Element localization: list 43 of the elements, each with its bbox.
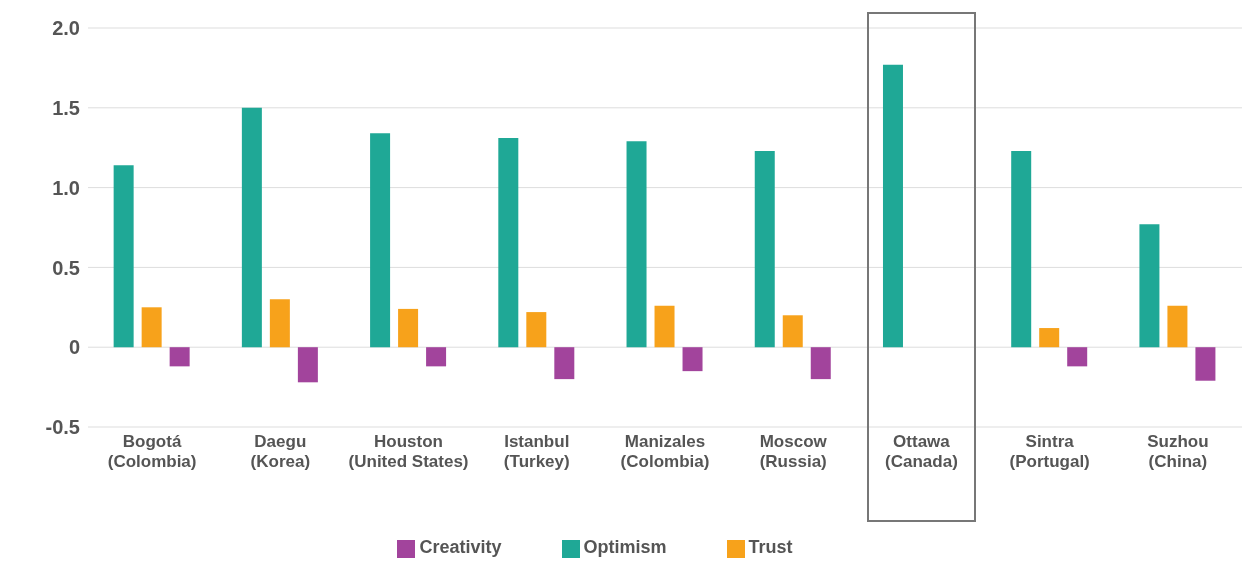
x-tick-label: Moscow (Russia) [759, 432, 828, 471]
y-tick-label: 0 [68, 336, 80, 359]
bar [426, 347, 447, 367]
bar [682, 347, 703, 372]
y-tick-label: -0.5 [45, 416, 80, 439]
x-tick-label: Bogotá (Colombia) [107, 432, 197, 471]
bar [1139, 224, 1160, 348]
bar [141, 307, 162, 348]
x-tick-label: Istanbul (Turkey) [503, 432, 570, 471]
x-tick-label: Daegu (Korea) [250, 432, 311, 471]
bar [782, 315, 803, 348]
bar [1011, 150, 1032, 348]
x-tick-label: Suzhou (China) [1147, 432, 1209, 471]
y-tick-label: 2.0 [52, 17, 80, 40]
bar [498, 138, 519, 348]
bar [810, 347, 831, 380]
x-tick-label: Ottawa (Canada) [885, 432, 958, 471]
bar [398, 308, 419, 348]
bar [554, 347, 575, 380]
bar [370, 133, 391, 348]
bar [1167, 305, 1188, 348]
legend-label: Optimism [583, 537, 667, 557]
bar [241, 107, 262, 348]
legend-label: Creativity [419, 537, 502, 557]
bar [1067, 347, 1088, 367]
x-tick-label: Houston (United States) [348, 432, 469, 471]
bar [626, 141, 647, 348]
bar [654, 305, 675, 348]
bar [297, 347, 318, 383]
bar [169, 347, 190, 367]
y-tick-label: 1.0 [52, 176, 80, 199]
x-tick-label: Manizales (Colombia) [620, 432, 710, 471]
bar [1195, 347, 1216, 381]
x-tick-label: Sintra (Portugal) [1009, 432, 1090, 471]
bar [526, 312, 547, 348]
bar [1039, 328, 1060, 348]
bar [269, 299, 290, 348]
bar [113, 165, 134, 348]
y-tick-label: 0.5 [52, 256, 80, 279]
legend-label: Trust [748, 537, 793, 557]
y-tick-label: 1.5 [52, 96, 80, 119]
bar [754, 150, 775, 348]
bar [882, 64, 903, 348]
